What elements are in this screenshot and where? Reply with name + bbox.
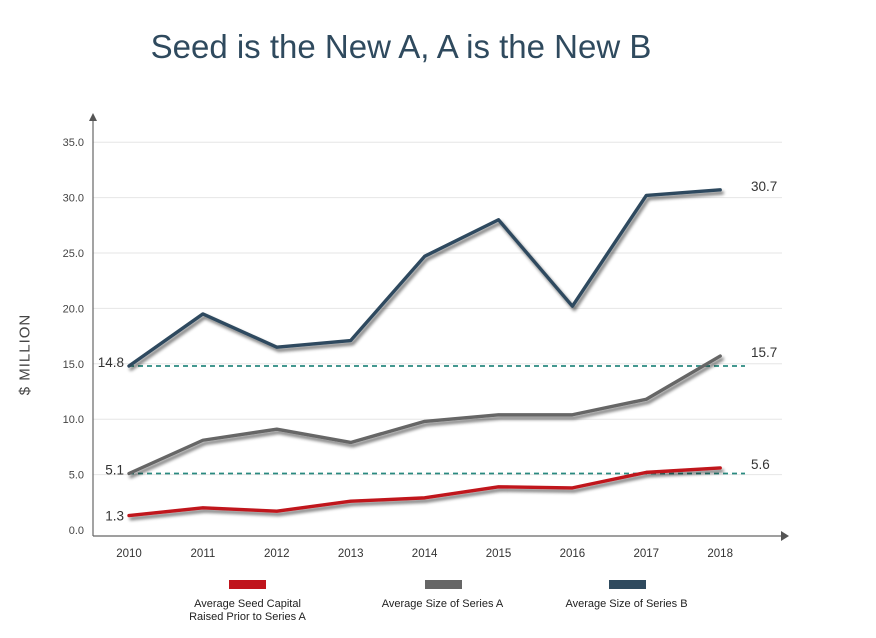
y-tick-label: 0.0 <box>69 525 84 537</box>
series-line-series-b <box>127 188 722 368</box>
y-tick-label: 20.0 <box>63 303 84 315</box>
x-tick-label: 2017 <box>634 548 660 560</box>
x-tick-label: 2018 <box>707 548 733 560</box>
x-tick-label: 2010 <box>116 548 142 560</box>
series-line-seed <box>127 466 722 518</box>
end-value-label: 15.7 <box>751 345 777 360</box>
y-axis-arrow <box>89 113 97 121</box>
x-axis-arrow <box>781 531 789 541</box>
legend-label-series-b-line1: Average Size of Series B <box>565 598 688 610</box>
x-tick-label: 2014 <box>412 548 438 560</box>
data-labels: 1.3 5.6 5.1 15.7 14.8 30.7 <box>98 179 778 524</box>
chart-title: Seed is the New A, A is the New B <box>150 28 652 65</box>
x-tick-label: 2012 <box>264 548 290 560</box>
end-value-label: 5.6 <box>751 457 770 472</box>
legend-label-seed-line1: Average Seed Capital <box>194 598 301 610</box>
x-tick-label: 2011 <box>191 548 216 560</box>
y-tick-label: 30.0 <box>63 193 84 205</box>
legend-label-series-b: Average Size of Series B <box>539 598 714 611</box>
start-value-label: 5.1 <box>105 462 124 477</box>
legend-label-seed-line2: Raised Prior to Series A <box>189 611 306 623</box>
start-value-label: 1.3 <box>105 509 124 524</box>
x-tick-label: 2016 <box>560 548 586 560</box>
legend-label-series-a: Average Size of Series A <box>355 598 530 611</box>
y-tick-label: 35.0 <box>63 137 84 149</box>
legend-swatch-series-b <box>609 580 646 589</box>
legend-label-seed: Average Seed Capital Raised Prior to Ser… <box>160 598 335 624</box>
y-tick-label: 5.0 <box>69 470 84 482</box>
x-tick-label: 2015 <box>486 548 512 560</box>
legend-swatch-series-a <box>425 580 462 589</box>
legend-swatch-seed <box>229 580 266 589</box>
end-value-label: 30.7 <box>751 179 777 194</box>
legend-label-series-a-line1: Average Size of Series A <box>381 598 504 610</box>
start-value-label: 14.8 <box>98 355 124 370</box>
y-tick-label: 15.0 <box>63 359 84 371</box>
y-tick-label: 10.0 <box>63 414 84 426</box>
y-tick-label: 25.0 <box>63 248 84 260</box>
x-tick-label: 2013 <box>338 548 364 560</box>
series-line-series-a <box>127 354 722 476</box>
axes: 0.0 5.0 10.0 15.0 20.0 25.0 30.0 35.0 2010 2011 20… <box>63 113 789 560</box>
series-lines <box>127 188 722 518</box>
